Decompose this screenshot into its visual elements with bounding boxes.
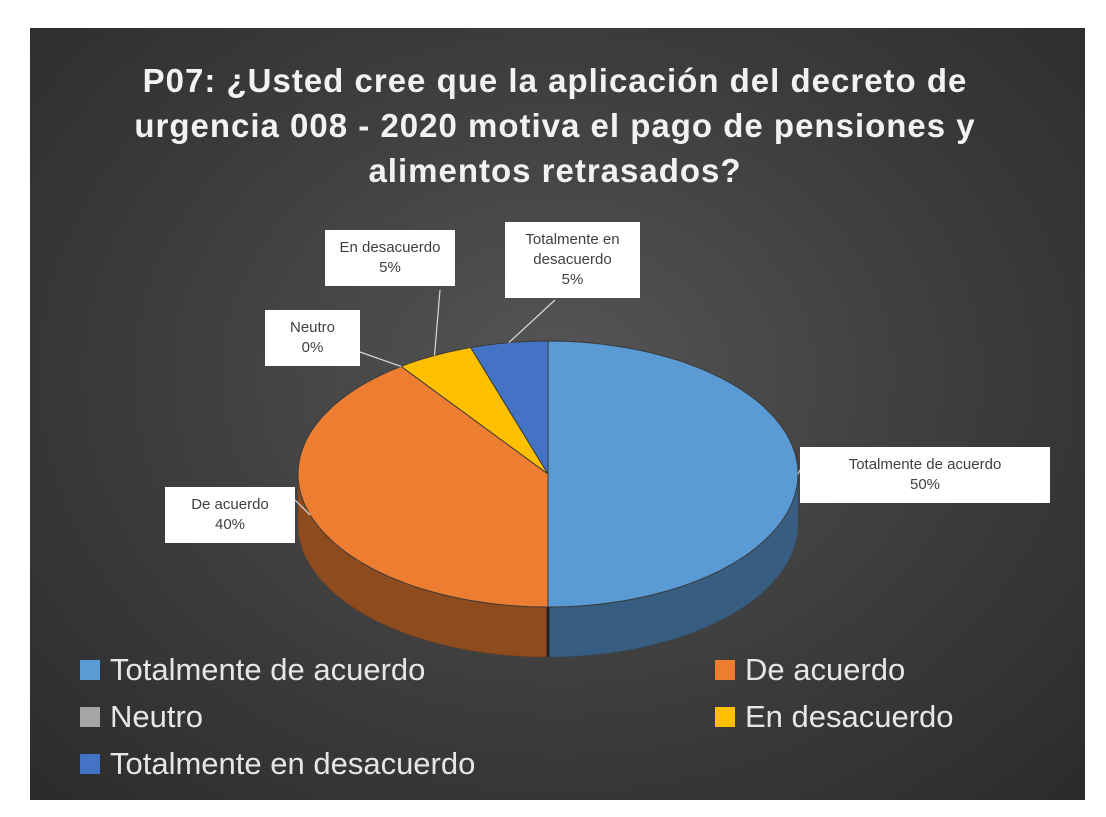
legend-entry: En desacuerdo xyxy=(715,699,954,735)
data-label: Totalmente en desacuerdo 5% xyxy=(505,222,640,298)
legend-swatch xyxy=(80,754,100,774)
data-label-category: De acuerdo xyxy=(191,496,269,513)
data-label-value: 5% xyxy=(561,271,584,288)
legend-entry: Neutro xyxy=(80,699,203,735)
legend-entry: Totalmente de acuerdo xyxy=(80,652,425,688)
leader-line xyxy=(359,351,402,367)
slice-top xyxy=(469,340,549,476)
legend-swatch xyxy=(715,707,735,727)
data-label: De acuerdo 40% xyxy=(165,487,295,543)
legend-entry: De acuerdo xyxy=(715,652,905,688)
leader-line xyxy=(433,289,441,356)
data-label: Totalmente de acuerdo 50% xyxy=(800,447,1050,503)
legend-label: En desacuerdo xyxy=(745,699,954,734)
legend-swatch xyxy=(80,707,100,727)
chart-title: P07: ¿Usted cree que la aplicación del d… xyxy=(134,62,976,189)
slice xyxy=(547,340,799,658)
legend-label: De acuerdo xyxy=(745,652,906,687)
leader-line xyxy=(797,469,801,475)
data-label-value: 5% xyxy=(379,259,401,276)
legend-label: Totalmente de acuerdo xyxy=(110,652,426,687)
data-label-category: Totalmente en desacuerdo xyxy=(525,231,620,268)
slice xyxy=(469,340,549,476)
data-label-category: Totalmente de acuerdo xyxy=(848,456,1002,473)
legend-entry: Totalmente en desacuerdo xyxy=(80,746,475,782)
data-label: En desacuerdo 5% xyxy=(325,230,455,286)
legend-label: Neutro xyxy=(110,699,204,734)
data-label-value: 50% xyxy=(909,476,941,493)
legend-swatch xyxy=(715,660,735,680)
legend-swatch xyxy=(80,660,100,680)
slice xyxy=(400,346,549,475)
leader-line xyxy=(294,499,311,516)
data-label-category: Neutro xyxy=(289,319,336,336)
legend-label: Totalmente en desacuerdo xyxy=(110,746,476,781)
leader-line xyxy=(508,299,556,344)
data-label-value: 0% xyxy=(301,339,324,356)
slice-top xyxy=(400,346,549,475)
data-label-category: En desacuerdo xyxy=(339,239,441,256)
data-label-value: 40% xyxy=(214,516,246,533)
data-label: Neutro 0% xyxy=(265,310,360,366)
